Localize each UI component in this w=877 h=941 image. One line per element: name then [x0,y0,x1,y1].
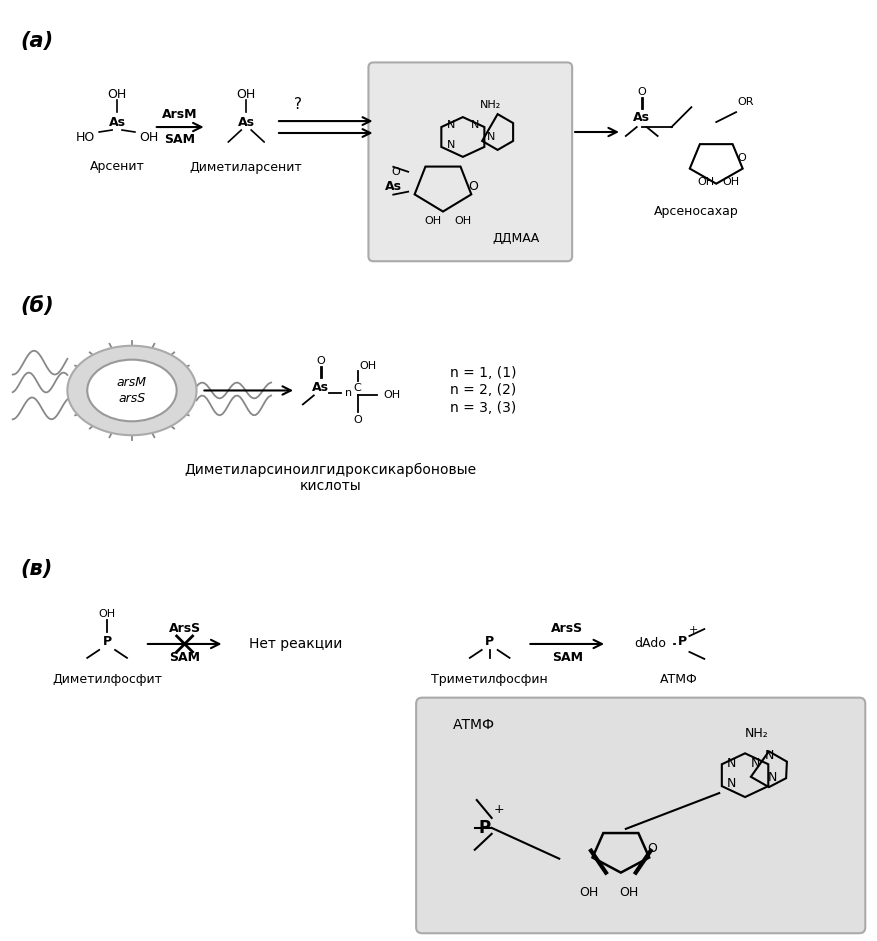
Text: N: N [486,132,495,142]
Text: arsS: arsS [118,392,146,405]
Text: OH: OH [697,177,714,186]
Text: As: As [632,111,650,123]
Text: OH: OH [579,886,598,899]
Text: ArsM: ArsM [161,107,197,120]
Text: O: O [647,842,657,855]
Text: C: C [353,384,361,393]
Text: As: As [312,381,329,394]
Text: As: As [384,180,402,193]
Text: ArsS: ArsS [168,622,201,634]
Text: OH: OH [98,609,116,619]
Text: АТМФ: АТМФ [453,719,495,732]
Text: SAM: SAM [169,651,200,664]
Text: P: P [478,819,490,837]
Text: P: P [485,635,494,648]
Text: +: + [493,804,503,817]
Text: O: O [353,415,361,425]
Text: OH: OH [139,132,158,145]
Text: N: N [765,749,774,762]
Text: As: As [238,116,254,129]
Text: ?: ? [294,97,302,112]
Text: OH: OH [453,216,471,227]
Text: arsM: arsM [117,376,146,389]
Text: O: O [316,356,324,366]
Text: n = 2, (2): n = 2, (2) [449,384,516,397]
Text: Диметиларсенит: Диметиларсенит [189,161,303,174]
Text: Диметилфосфит: Диметилфосфит [52,673,162,686]
Text: N: N [725,757,735,770]
Text: ДДМАА: ДДМАА [491,231,538,245]
Text: OH: OH [383,391,400,401]
Text: O: O [390,167,399,177]
Text: N: N [767,771,777,784]
Text: P: P [103,635,111,648]
Text: N: N [750,757,759,770]
Text: NH₂: NH₂ [745,727,768,740]
Ellipse shape [87,359,176,422]
Ellipse shape [68,345,196,435]
Text: АТМФ: АТМФ [659,673,696,686]
Text: (а): (а) [21,31,53,51]
Text: (в): (в) [21,560,53,580]
Text: Нет реакции: Нет реакции [249,637,342,651]
Text: OH: OH [722,177,738,186]
Text: OH: OH [618,886,638,899]
Text: O: O [637,88,645,97]
Text: HO: HO [75,132,95,145]
Text: OH: OH [107,88,126,101]
Text: Арсеносахар: Арсеносахар [653,205,738,218]
Text: n = 1, (1): n = 1, (1) [449,366,516,379]
Text: SAM: SAM [551,651,582,664]
Text: OR: OR [737,97,753,107]
Text: N: N [725,776,735,789]
Text: n: n [345,389,352,398]
Text: (б): (б) [21,296,54,316]
Text: O: O [737,152,745,163]
Text: +: + [688,625,697,635]
Text: As: As [109,116,125,129]
Text: OH: OH [359,360,375,371]
Text: O: O [467,180,477,193]
Text: n = 3, (3): n = 3, (3) [449,402,516,415]
Text: N: N [470,120,479,130]
Text: OH: OH [236,88,255,101]
Text: SAM: SAM [164,134,195,147]
Text: Триметилфосфин: Триметилфосфин [431,673,547,686]
Text: OH: OH [424,216,441,227]
FancyBboxPatch shape [416,697,865,933]
Text: P: P [677,635,686,648]
Text: N: N [446,120,454,130]
Text: NH₂: NH₂ [480,100,501,110]
Text: dAdo: dAdo [634,637,666,650]
FancyBboxPatch shape [368,62,572,262]
Text: ArsS: ArsS [551,622,582,634]
Text: Арсенит: Арсенит [89,160,145,173]
Text: Диметиларсиноилгидроксикарбоновые
кислоты: Диметиларсиноилгидроксикарбоновые кислот… [184,463,476,493]
Text: N: N [446,140,454,150]
